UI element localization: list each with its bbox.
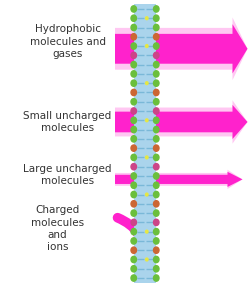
Polygon shape [115,105,248,139]
Circle shape [131,89,136,96]
Circle shape [131,71,136,77]
Circle shape [154,256,159,263]
Circle shape [154,126,159,133]
Circle shape [154,201,159,207]
Circle shape [154,52,159,59]
Circle shape [154,71,159,77]
Circle shape [131,247,136,253]
Circle shape [131,34,136,40]
Polygon shape [115,100,248,144]
Circle shape [131,126,136,133]
Circle shape [131,191,136,198]
Circle shape [154,182,159,189]
Circle shape [146,17,148,20]
Circle shape [131,61,136,68]
Circle shape [146,230,148,233]
Circle shape [154,154,159,161]
Circle shape [146,156,148,159]
Text: Small uncharged
molecules: Small uncharged molecules [24,111,112,133]
Circle shape [131,43,136,49]
Text: Hydrophobic
molecules and
gases: Hydrophobic molecules and gases [30,24,106,59]
Circle shape [131,238,136,244]
Circle shape [154,173,159,179]
Circle shape [131,228,136,235]
Circle shape [154,275,159,281]
Polygon shape [115,24,248,73]
FancyArrowPatch shape [118,218,142,255]
Circle shape [131,154,136,161]
Polygon shape [115,172,242,187]
Circle shape [131,6,136,12]
Circle shape [154,164,159,170]
Circle shape [154,108,159,114]
Bar [134,4,156,283]
Circle shape [154,6,159,12]
Circle shape [131,173,136,179]
Circle shape [146,258,148,261]
Circle shape [131,98,136,105]
Circle shape [154,24,159,31]
Circle shape [154,210,159,216]
Circle shape [154,117,159,123]
Circle shape [154,15,159,21]
Circle shape [131,210,136,216]
Circle shape [146,119,148,122]
Circle shape [154,228,159,235]
Circle shape [154,98,159,105]
Circle shape [154,238,159,244]
Polygon shape [115,18,248,80]
Circle shape [131,145,136,151]
Circle shape [154,219,159,226]
Circle shape [146,193,148,196]
Circle shape [154,89,159,96]
Circle shape [154,80,159,86]
Circle shape [154,34,159,40]
Circle shape [154,145,159,151]
Circle shape [131,266,136,272]
Circle shape [154,43,159,49]
Circle shape [131,275,136,281]
Circle shape [131,80,136,86]
Circle shape [131,108,136,114]
Circle shape [131,164,136,170]
Circle shape [154,61,159,68]
Text: Large uncharged
molecules: Large uncharged molecules [23,164,112,186]
Circle shape [131,256,136,263]
Text: Charged
molecules
and
ions: Charged molecules and ions [31,205,84,252]
Circle shape [131,136,136,142]
Polygon shape [115,170,242,189]
Circle shape [154,191,159,198]
Circle shape [154,136,159,142]
Circle shape [131,182,136,189]
Circle shape [154,247,159,253]
Circle shape [131,24,136,31]
Circle shape [131,201,136,207]
Circle shape [131,117,136,123]
Circle shape [146,44,148,47]
Circle shape [154,266,159,272]
Circle shape [131,15,136,21]
Circle shape [131,219,136,226]
Circle shape [146,82,148,85]
Circle shape [131,52,136,59]
